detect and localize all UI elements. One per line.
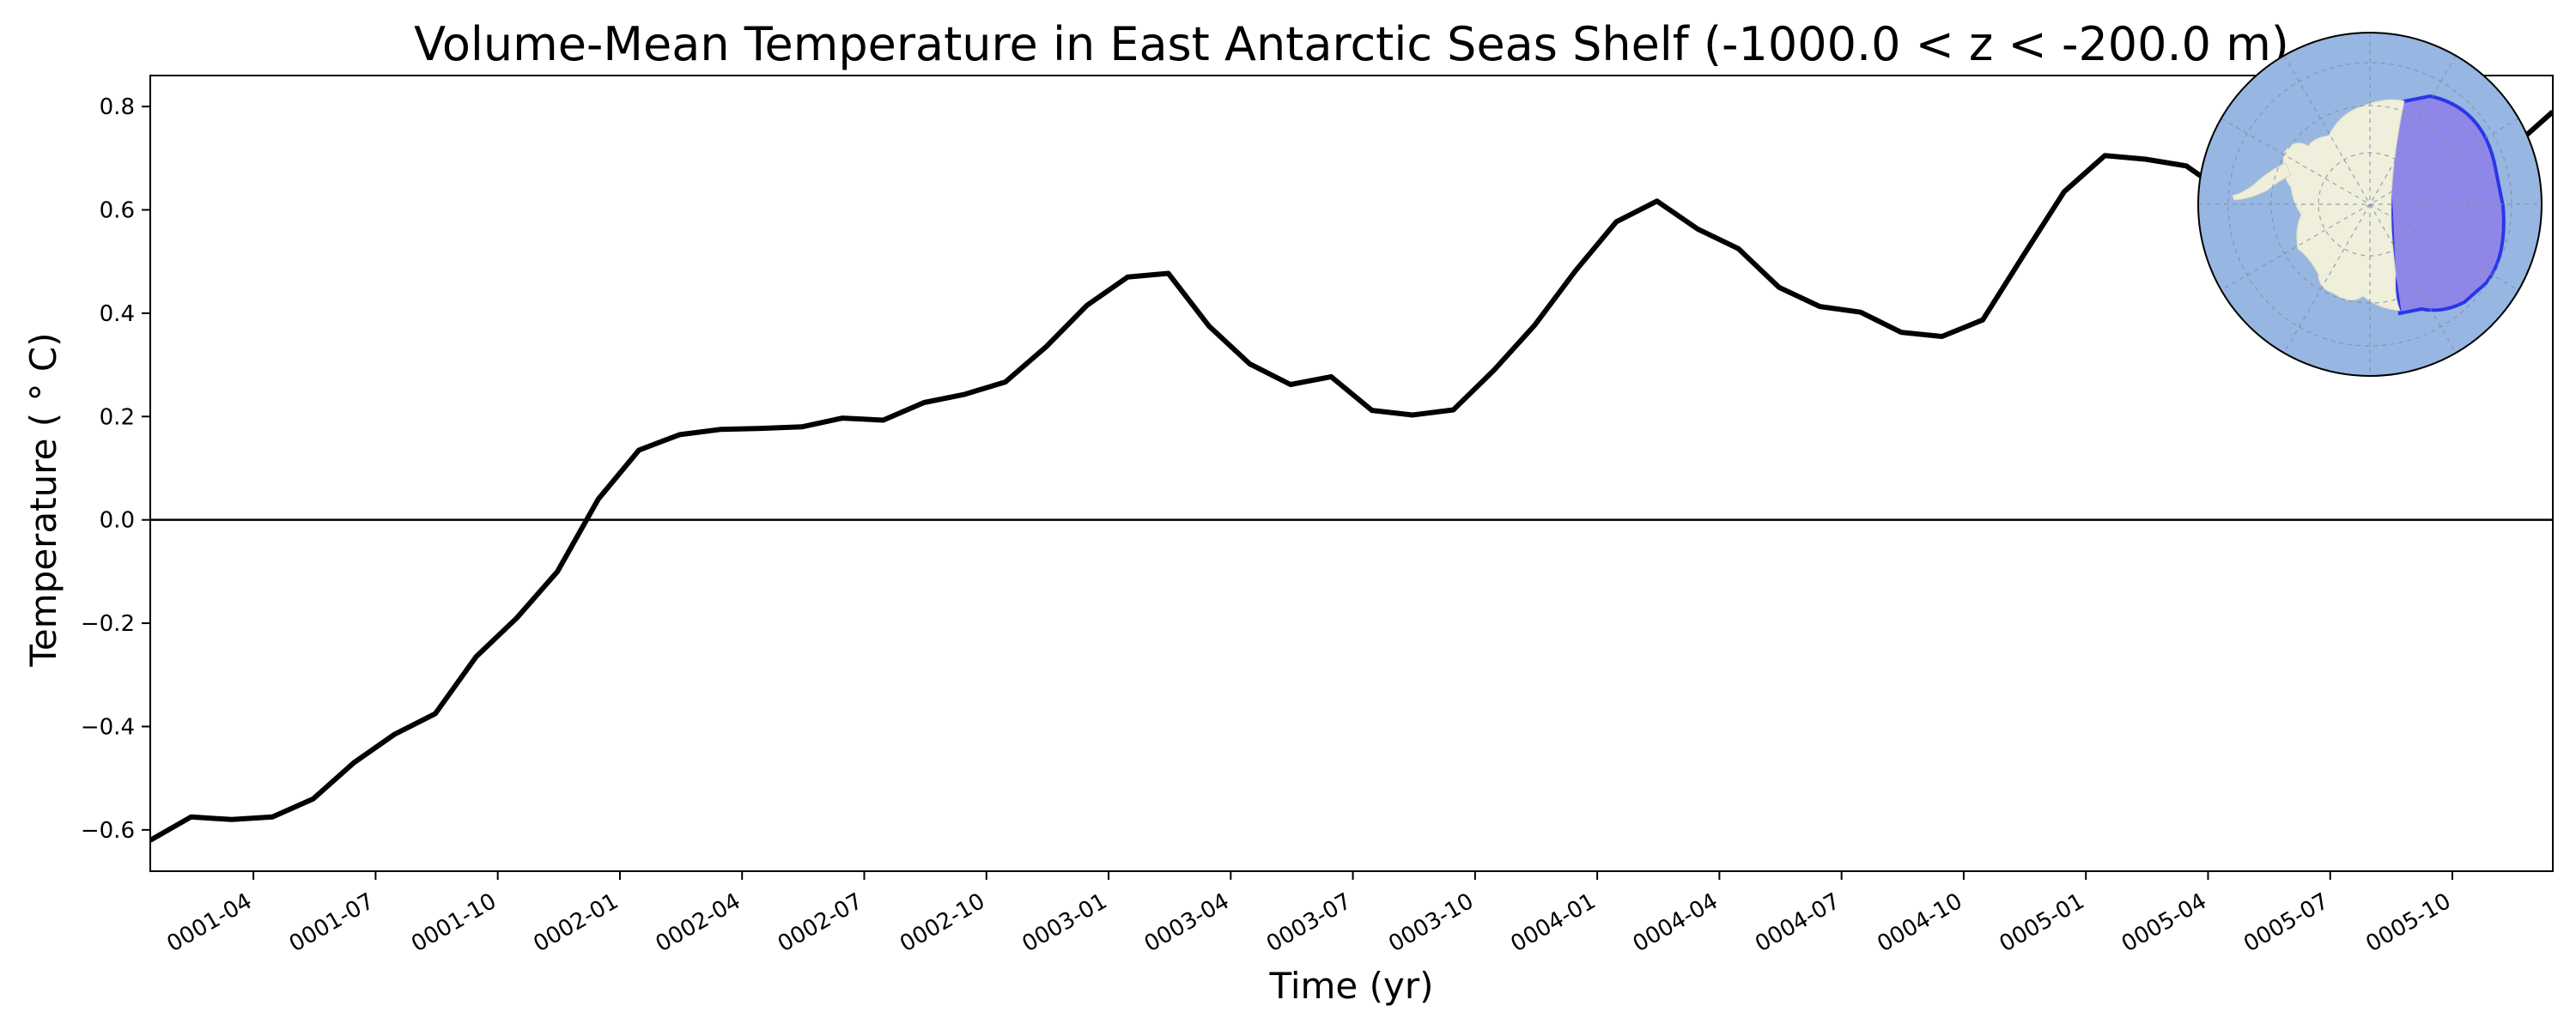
x-tick-label: 0005-07	[2239, 888, 2333, 957]
plot-frame	[149, 75, 2554, 872]
x-tick-label: 0003-01	[1018, 888, 1111, 957]
x-tick-label: 0002-10	[896, 888, 989, 957]
x-tick-label: 0004-07	[1751, 888, 1844, 957]
x-tick-label: 0002-04	[652, 888, 745, 957]
x-tick-label: 0005-01	[1996, 888, 2089, 957]
y-tick-label: 0.8	[100, 94, 135, 120]
x-tick-label: 0001-10	[407, 888, 501, 957]
inset-map	[2197, 32, 2543, 377]
chart-title: Volume-Mean Temperature in East Antarcti…	[414, 17, 2289, 71]
inset-outline	[2197, 32, 2543, 377]
y-tick-label: −0.6	[81, 818, 135, 844]
x-tick-label: 0003-04	[1140, 888, 1234, 957]
x-tick-label: 0004-04	[1629, 888, 1722, 957]
x-axis-label: Time (yr)	[1268, 965, 1433, 1007]
x-tick-label: 0003-07	[1262, 888, 1356, 957]
x-tick-label: 0001-07	[285, 888, 379, 957]
x-tick-label: 0002-07	[774, 888, 867, 957]
y-tick-label: −0.4	[81, 714, 135, 740]
inset-meridian	[2221, 118, 2519, 291]
plot-area: −0.6 −0.4 −0.2 0.0 0.2 0.4 0.6 0.8 0001-04 0001-0…	[81, 75, 2554, 957]
x-tick-label: 0004-01	[1507, 888, 1601, 957]
y-tick-label: 0.6	[100, 198, 135, 224]
inset-land	[2282, 99, 2405, 312]
y-tick-label: −0.2	[81, 611, 135, 637]
series-line	[150, 109, 2553, 843]
x-tick-label: 0003-10	[1384, 888, 1478, 957]
x-tick-label: 0001-04	[163, 888, 257, 957]
y-tick-label: 0.0	[100, 508, 135, 534]
x-tick-label: 0005-04	[2117, 888, 2211, 957]
inset-peninsula	[2232, 162, 2292, 201]
y-axis-label: Temperature ( ° C)	[22, 332, 64, 667]
y-tick-label: 0.2	[100, 404, 135, 430]
x-tick-label: 0005-10	[2361, 888, 2455, 957]
y-tick-label: 0.4	[100, 301, 135, 327]
x-tick-label: 0004-10	[1873, 888, 1966, 957]
x-tick-label: 0002-01	[529, 888, 623, 957]
